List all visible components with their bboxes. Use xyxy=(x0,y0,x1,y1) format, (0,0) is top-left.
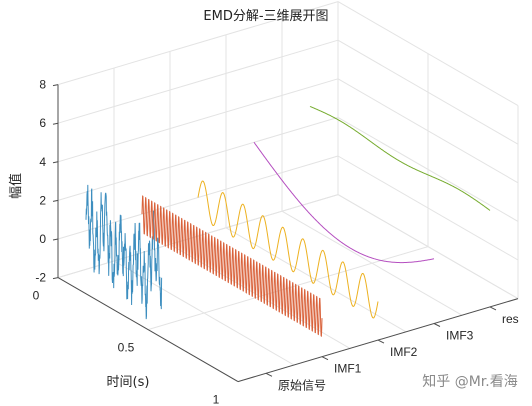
grid-line-y xyxy=(113,260,295,366)
z-tick-mark xyxy=(52,122,59,125)
grid-line-z xyxy=(57,78,339,163)
x-tick-label: 1 xyxy=(213,393,220,406)
z-tick-label: 8 xyxy=(39,78,46,92)
z-tick-mark xyxy=(52,84,59,87)
category-tick-mark xyxy=(321,356,329,361)
chart-title: EMD分解-三维展开图 xyxy=(203,9,328,24)
category-tick-label: IMF3 xyxy=(446,329,474,343)
category-tick-mark xyxy=(489,306,497,311)
category-tick-mark xyxy=(265,372,273,377)
category-tick-label: IMF1 xyxy=(334,362,362,376)
grid-line-z xyxy=(57,39,339,124)
grid-line-y xyxy=(169,243,351,349)
grid-line-y xyxy=(225,227,407,333)
z-tick-label: 2 xyxy=(39,193,46,207)
x-tick-label: 0 xyxy=(33,289,40,303)
category-tick-label: 原始信号 xyxy=(278,378,326,392)
tick-labels: -2 0 2 4 6 8 0 0.5 1 原始信号 IMF1 IMF2 IMF3 res xyxy=(33,78,519,406)
series-line-3 xyxy=(253,142,435,264)
z-tick-mark xyxy=(52,277,59,280)
series-line-4 xyxy=(309,105,491,211)
category-tick-mark xyxy=(433,323,441,327)
z-tick-label: 6 xyxy=(39,116,46,130)
z-tick-label: 4 xyxy=(39,155,46,169)
grid-line-x xyxy=(57,194,339,279)
grid-line-z xyxy=(57,116,339,201)
category-tick-label: res xyxy=(502,312,519,326)
z-tick-label: 0 xyxy=(39,232,46,246)
grid-lines xyxy=(52,1,519,383)
x-tick-label: 0.5 xyxy=(118,341,135,355)
x-axis-line xyxy=(57,277,239,383)
grid-line-y xyxy=(281,210,463,316)
series-lines xyxy=(85,105,491,338)
grid-line-z xyxy=(57,1,339,86)
z-tick-mark xyxy=(52,199,59,202)
x-axis-label: 时间(s) xyxy=(107,375,150,390)
grid-line-y xyxy=(337,194,519,300)
z-axis-label: 幅值 xyxy=(8,173,24,199)
watermark: 知乎 @Mr.看海 xyxy=(422,373,517,390)
series-line-2 xyxy=(197,180,379,319)
series-line-0 xyxy=(85,184,163,320)
category-tick-label: IMF2 xyxy=(390,345,418,359)
z-tick-label: -2 xyxy=(35,271,46,285)
z-tick-mark xyxy=(52,161,59,164)
category-tick-mark xyxy=(377,339,385,344)
series-line-1 xyxy=(141,195,323,338)
z-tick-mark xyxy=(52,238,59,241)
